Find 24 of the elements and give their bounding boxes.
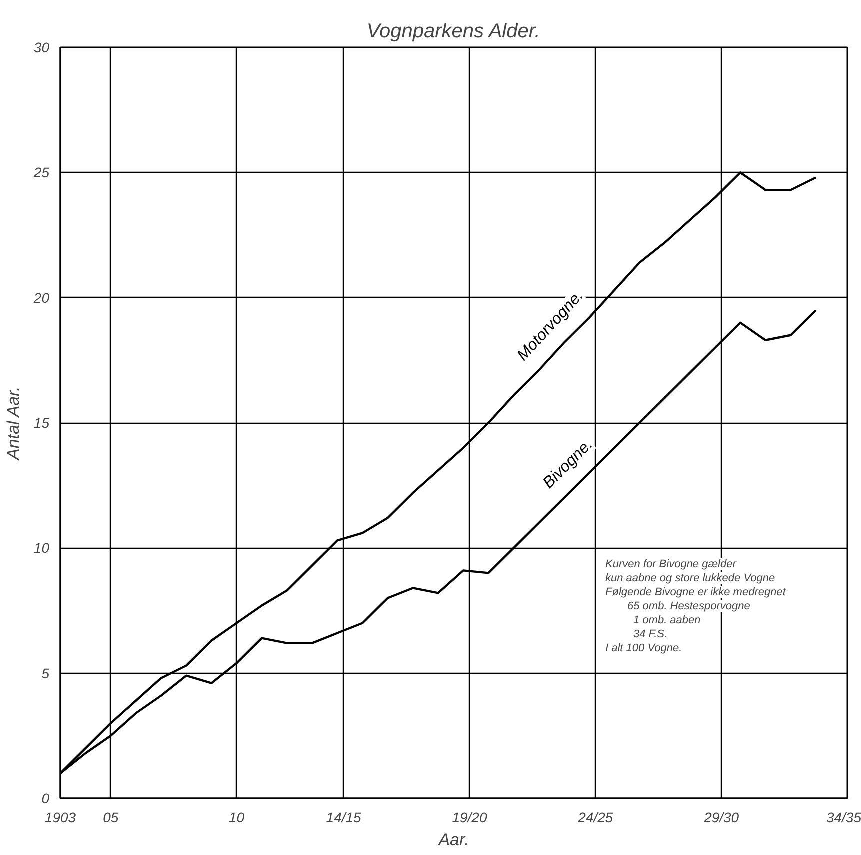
y-tick-label: 30 [34,40,50,56]
annotation: Kurven for Bivogne gælder [606,558,738,570]
annotation: I alt 100 Vogne. [606,642,682,654]
chart-title: Vognparkens Alder. [366,20,540,42]
y-tick-label: 20 [32,290,50,306]
y-tick-label: 15 [34,415,50,431]
annotation: 34 F.S. [634,628,668,640]
y-tick-label: 10 [34,540,50,556]
x-axis-title: Aar. [438,830,470,850]
x-tick-label: 24/25 [577,810,614,826]
x-tick-label: 19/20 [452,810,488,826]
x-tick-label: 29/30 [703,810,740,826]
annotation: Følgende Bivogne er ikke medregnet [606,586,787,598]
x-tick-label: 1903 [44,810,76,826]
annotation: kun aabne og store lukkede Vogne [606,572,776,584]
y-tick-label: 0 [42,790,50,806]
y-tick-label: 5 [42,665,50,682]
annotation: 65 omb. Hestesporvogne [628,600,750,612]
y-tick-label: 25 [32,164,50,181]
x-tick-label: 05 [103,810,119,826]
x-tick-label: 10 [229,810,245,826]
annotation: 1 omb. aaben [634,614,701,626]
y-axis-title: Antal Aar. [4,386,23,462]
x-tick-label: 14/15 [326,810,362,826]
